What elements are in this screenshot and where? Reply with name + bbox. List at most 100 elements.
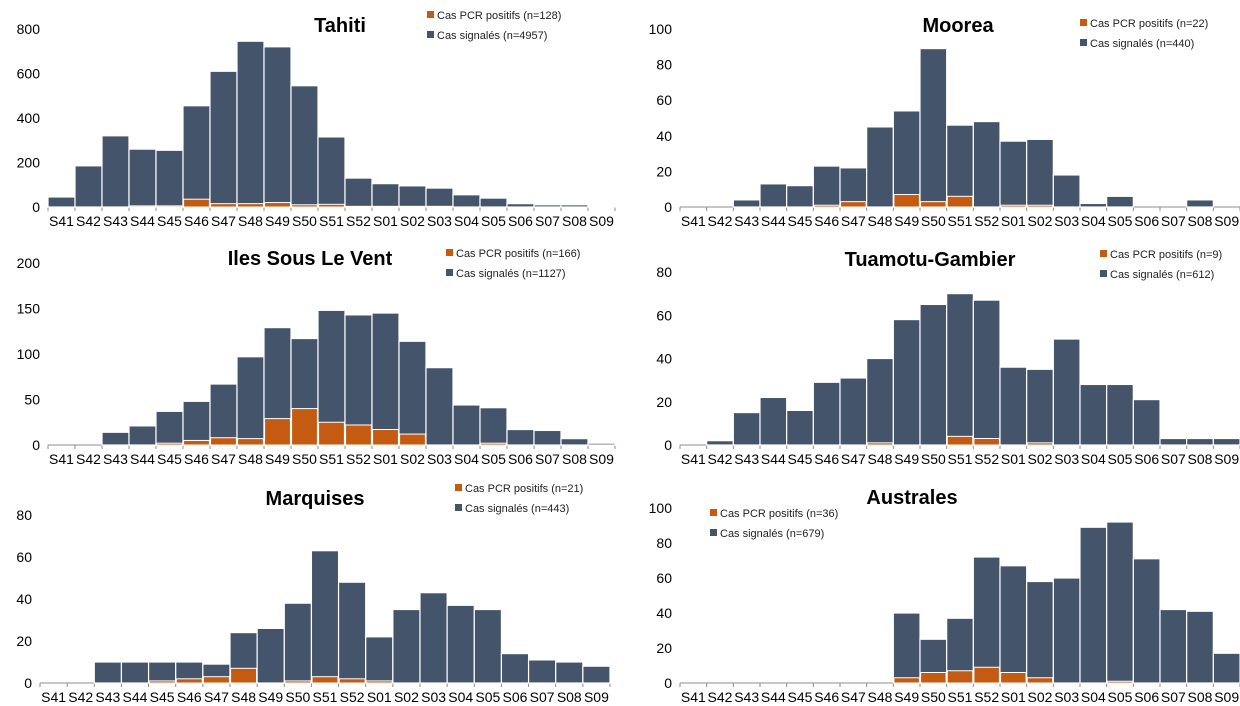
x-tick-label: S46 xyxy=(814,451,839,467)
bar-cas-signales xyxy=(786,185,814,208)
x-tick-label: S44 xyxy=(761,689,786,705)
legend-label: Cas signalés (n=4957) xyxy=(437,30,547,42)
y-tick-label: 40 xyxy=(656,605,672,621)
legend-swatch xyxy=(427,11,434,18)
x-tick-label: S02 xyxy=(1028,213,1053,229)
bar-cas-pcr xyxy=(230,667,258,684)
bar-cas-signales xyxy=(946,293,974,446)
x-tick-label: S09 xyxy=(1214,689,1239,705)
bar-cas-pcr xyxy=(973,666,1000,684)
x-tick-label: S08 xyxy=(557,689,582,705)
legend-label: Cas signalés (n=679) xyxy=(720,528,824,540)
bar-cas-signales xyxy=(1132,558,1161,684)
x-tick-label: S51 xyxy=(948,451,973,467)
x-tick-label: S50 xyxy=(921,213,946,229)
x-tick-label: S07 xyxy=(1161,451,1186,467)
x-tick-label: S06 xyxy=(1134,689,1159,705)
y-tick-label: 60 xyxy=(656,570,672,586)
bar-cas-signales xyxy=(1186,610,1214,684)
bar-cas-signales xyxy=(812,165,841,208)
y-tick-label: 0 xyxy=(24,675,32,691)
bar-cas-signales xyxy=(290,85,319,208)
bar-cas-signales xyxy=(256,627,285,684)
legend-swatch xyxy=(446,249,453,256)
x-tick-label: S52 xyxy=(346,451,371,467)
x-tick-label: S47 xyxy=(204,689,229,705)
bar-cas-pcr xyxy=(1026,442,1054,446)
x-tick-label: S05 xyxy=(1108,213,1133,229)
x-tick-label: S48 xyxy=(238,213,263,229)
bar-cas-signales xyxy=(1026,368,1054,446)
bar-cas-pcr xyxy=(399,205,426,208)
legend-label: Cas signalés (n=612) xyxy=(1110,269,1214,281)
x-tick-label: S45 xyxy=(157,213,182,229)
bar-cas-pcr xyxy=(1026,204,1054,208)
bar-cas-signales xyxy=(310,550,340,684)
bar-cas-pcr xyxy=(1000,204,1027,208)
x-tick-label: S42 xyxy=(708,451,733,467)
bar-cas-signales xyxy=(93,661,123,684)
x-tick-label: S05 xyxy=(1108,689,1133,705)
legend-swatch xyxy=(446,269,453,276)
y-tick-label: 100 xyxy=(649,500,673,516)
bar-cas-signales xyxy=(919,47,948,208)
bar-cas-signales xyxy=(866,126,894,208)
x-tick-label: S06 xyxy=(508,213,533,229)
legend-swatch xyxy=(455,504,462,511)
legend-label: Cas PCR positifs (n=9) xyxy=(1110,249,1222,261)
x-tick-label: S44 xyxy=(123,689,148,705)
x-tick-label: S46 xyxy=(814,689,839,705)
bar-cas-signales xyxy=(999,366,1028,446)
x-tick-label: S01 xyxy=(373,451,398,467)
bar-cas-signales xyxy=(1052,174,1081,208)
x-tick-label: S50 xyxy=(292,451,317,467)
y-tick-label: 40 xyxy=(656,351,672,367)
bar-cas-signales xyxy=(972,299,1001,446)
bar-cas-signales xyxy=(587,205,616,208)
x-tick-label: S03 xyxy=(1054,451,1079,467)
y-tick-label: 400 xyxy=(17,110,41,126)
y-tick-label: 20 xyxy=(656,163,672,179)
bar-cas-signales xyxy=(74,165,103,208)
x-tick-label: S51 xyxy=(319,451,344,467)
x-tick-label: S09 xyxy=(584,689,609,705)
x-tick-label: S46 xyxy=(814,213,839,229)
bar-cas-signales xyxy=(209,70,238,208)
bar-cas-pcr xyxy=(202,676,230,684)
bar-cas-pcr xyxy=(1026,677,1054,684)
bar-cas-pcr xyxy=(813,204,840,208)
bar-cas-signales xyxy=(1026,138,1054,208)
legend-swatch xyxy=(1100,250,1107,257)
bar-cas-signales xyxy=(120,661,150,684)
x-tick-label: S47 xyxy=(841,213,866,229)
bar-cas-signales xyxy=(371,312,400,446)
y-tick-label: 40 xyxy=(656,128,672,144)
x-tick-label: S08 xyxy=(1188,213,1213,229)
bar-cas-signales xyxy=(155,149,184,208)
x-tick-label: S42 xyxy=(76,451,101,467)
x-tick-label: S01 xyxy=(1001,213,1026,229)
y-tick-label: 100 xyxy=(17,346,41,362)
bar-cas-pcr xyxy=(284,680,312,684)
x-tick-label: S07 xyxy=(535,213,560,229)
chart-panel-0: 0 200 400 600 800 S41 S42 S43 S44 S45 S46 S47 S48 S49… xyxy=(17,10,616,229)
x-tick-label: S51 xyxy=(948,213,973,229)
x-tick-label: S41 xyxy=(41,689,66,705)
x-tick-label: S02 xyxy=(400,213,425,229)
bar-cas-signales xyxy=(236,40,265,208)
bar-cas-pcr xyxy=(426,205,453,208)
bar-cas-signales xyxy=(839,167,868,208)
x-tick-label: S02 xyxy=(400,451,425,467)
bar-cas-signales xyxy=(839,377,868,446)
x-tick-label: S50 xyxy=(285,689,310,705)
bar-cas-pcr xyxy=(345,205,372,208)
bar-cas-signales xyxy=(706,440,734,446)
legend-swatch xyxy=(1100,270,1107,277)
bar-cas-signales xyxy=(128,148,157,208)
bar-cas-signales xyxy=(263,46,292,208)
bar-cas-signales xyxy=(892,110,921,208)
bar-cas-pcr xyxy=(946,435,974,446)
bar-cas-signales xyxy=(473,608,503,684)
y-tick-label: 40 xyxy=(16,591,32,607)
